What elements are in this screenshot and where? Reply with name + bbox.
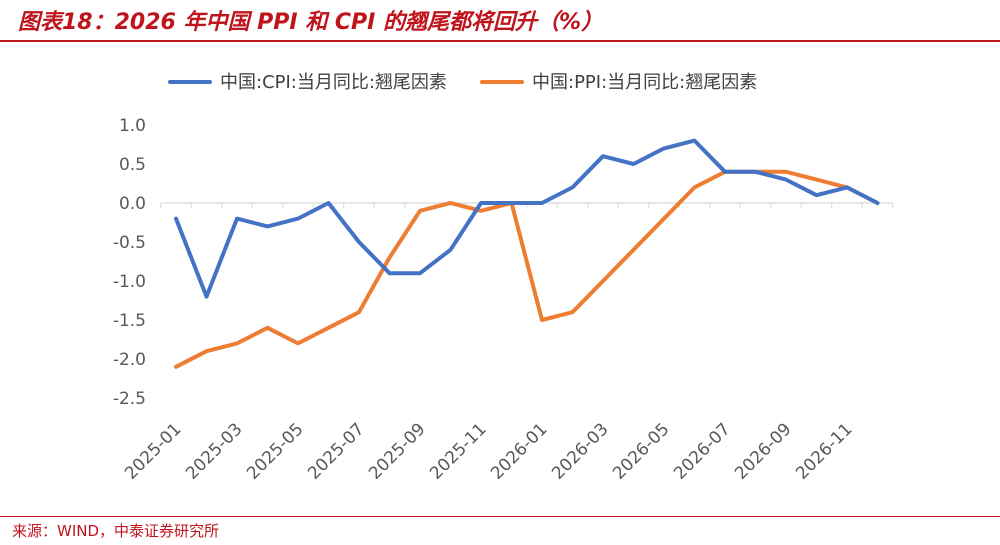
x-tick-label: 2025-09 xyxy=(365,419,429,483)
x-tick-label: 2025-05 xyxy=(243,419,307,483)
x-tick-label: 2026-09 xyxy=(731,419,795,483)
y-tick-label: -2.0 xyxy=(113,350,146,370)
y-tick-label: 0.5 xyxy=(119,155,146,175)
x-tick-label: 2026-07 xyxy=(670,419,734,483)
y-tick-label: 0.0 xyxy=(119,194,146,214)
y-tick-label: -2.5 xyxy=(113,389,146,409)
x-tick-label: 2026-03 xyxy=(548,419,612,483)
figure-title: 图表18：2026 年中国 PPI 和 CPI 的翘尾都将回升（%） xyxy=(18,10,604,35)
x-tick-label: 2026-11 xyxy=(792,419,856,483)
y-axis: 1.0 0.5 0.0 -0.5 -1.0 -1.5 -2.0 -2.5 xyxy=(113,116,146,409)
x-tick-label: 2025-11 xyxy=(426,419,490,483)
series-group xyxy=(174,138,880,369)
title-divider xyxy=(0,40,1000,42)
x-tick-label: 2026-05 xyxy=(609,419,673,483)
x-tick-label: 2026-01 xyxy=(487,419,551,483)
x-tick-label: 2025-01 xyxy=(121,419,185,483)
source-note: 来源：WIND，中泰证券研究所 xyxy=(12,522,220,540)
y-tick-label: 1.0 xyxy=(119,116,146,136)
legend-label: 中国:CPI:当月同比:翘尾因素 xyxy=(220,72,447,93)
x-tick-label: 2025-07 xyxy=(304,419,368,483)
footer-divider xyxy=(0,516,1000,517)
chart-legend: 中国:CPI:当月同比:翘尾因素 中国:PPI:当月同比:翘尾因素 xyxy=(168,72,757,93)
y-tick-label: -1.0 xyxy=(113,272,146,292)
y-tick-label: -0.5 xyxy=(113,233,146,253)
legend-label: 中国:PPI:当月同比:翘尾因素 xyxy=(532,72,757,93)
x-tick-label: 2025-03 xyxy=(182,419,246,483)
cpi-series-line xyxy=(174,138,880,299)
y-tick-label: -1.5 xyxy=(113,311,146,331)
